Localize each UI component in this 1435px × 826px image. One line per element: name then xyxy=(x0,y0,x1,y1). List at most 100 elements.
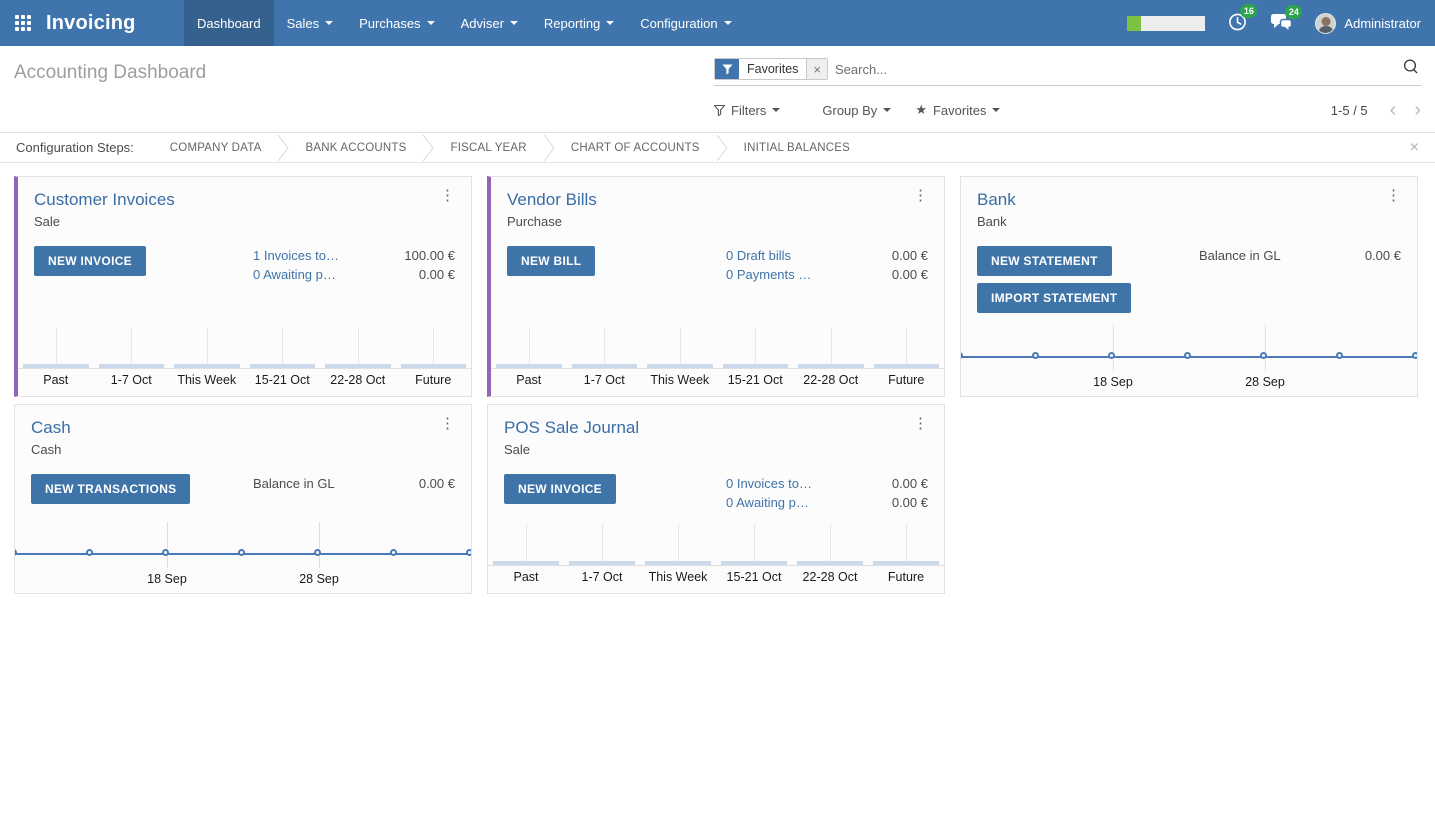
axis-label: This Week xyxy=(177,373,237,387)
new-transactions-button[interactable]: NEW TRANSACTIONS xyxy=(31,474,191,504)
info-row: 0 Draft bills 0.00 € xyxy=(726,246,928,265)
menu-purchases[interactable]: Purchases xyxy=(346,0,447,46)
line-chart: 18 Sep 28 Sep xyxy=(15,522,471,593)
facet-label: Favorites xyxy=(747,62,799,76)
bar-chart: Past 1-7 Oct This Week 15-21 Oct 22-28 O… xyxy=(18,327,471,396)
axis-label: 28 Sep xyxy=(299,572,339,586)
bar-plot xyxy=(488,524,944,566)
favorites-button[interactable]: ★ Favorites xyxy=(915,102,1001,118)
config-step-company-data[interactable]: COMPANY DATA xyxy=(169,141,262,154)
line-plot xyxy=(961,325,1417,371)
config-step-initial-balances[interactable]: INITIAL BALANCES xyxy=(743,141,850,154)
info-row: 0 Awaiting p… 0.00 € xyxy=(253,265,455,284)
pager: 1-5 / 5 ‹ › xyxy=(1331,100,1421,120)
chevron-right-icon xyxy=(277,134,290,162)
card-title[interactable]: POS Sale Journal xyxy=(504,418,640,437)
search-options-row: Filters Group By ★ Favorites 1-5 / 5 ‹ › xyxy=(714,100,1421,120)
bar-plot xyxy=(491,327,944,369)
apps-menu-icon[interactable] xyxy=(0,0,31,46)
invoices-to-validate-link[interactable]: 0 Invoices to… xyxy=(726,476,812,491)
card-menu-kebab-icon[interactable]: ⋮ xyxy=(913,187,928,204)
facet-remove-button[interactable]: × xyxy=(806,59,827,79)
axis-label: Past xyxy=(43,373,69,387)
card-info: Balance in GL 0.00 € xyxy=(1199,246,1401,265)
axis-label: 1-7 Oct xyxy=(583,373,625,387)
chevron-down-icon xyxy=(325,21,334,25)
x-axis-labels: 18 Sep 28 Sep xyxy=(961,371,1417,396)
search-icon[interactable] xyxy=(1400,58,1421,80)
invoices-to-validate-link[interactable]: 1 Invoices to… xyxy=(253,248,339,263)
new-bill-button[interactable]: NEW BILL xyxy=(507,246,596,276)
app-title: Invoicing xyxy=(46,11,136,34)
awaiting-payments-link[interactable]: 0 Awaiting p… xyxy=(726,495,809,510)
card-menu-kebab-icon[interactable]: ⋮ xyxy=(1386,187,1401,204)
config-step-fiscal-year[interactable]: FISCAL YEAR xyxy=(450,141,527,154)
axis-label: 18 Sep xyxy=(1093,375,1133,389)
activity-count-badge: 16 xyxy=(1240,4,1258,18)
chevron-down-icon xyxy=(992,108,1001,112)
search-bar: Favorites × xyxy=(714,58,1421,86)
amount-value: 0.00 € xyxy=(891,248,928,263)
chat-bubbles-icon xyxy=(1271,14,1293,30)
axis-label: 1-7 Oct xyxy=(110,373,152,387)
top-navbar: Invoicing Dashboard Sales Purchases Advi… xyxy=(0,0,1435,46)
pager-next-button[interactable]: › xyxy=(1414,99,1421,121)
search-panel: Favorites × Filters Group By xyxy=(714,58,1421,120)
chevron-down-icon xyxy=(426,21,435,25)
card-menu-kebab-icon[interactable]: ⋮ xyxy=(440,415,455,432)
info-row: Balance in GL 0.00 € xyxy=(253,474,455,493)
card-menu-kebab-icon[interactable]: ⋮ xyxy=(440,187,455,204)
card-bank: ⋮ Bank Bank NEW STATEMENT IMPORT STATEME… xyxy=(960,176,1418,397)
payments-link[interactable]: 0 Payments … xyxy=(726,267,812,282)
bar-chart: Past 1-7 Oct This Week 15-21 Oct 22-28 O… xyxy=(488,524,944,593)
card-vendor-bills: ⋮ Vendor Bills Purchase NEW BILL 0 Draft… xyxy=(487,176,945,397)
awaiting-payments-link[interactable]: 0 Awaiting p… xyxy=(253,267,336,282)
menu-sales[interactable]: Sales xyxy=(274,0,347,46)
amount-value: 0.00 € xyxy=(891,495,928,510)
pager-previous-button[interactable]: ‹ xyxy=(1389,99,1397,121)
menu-adviser[interactable]: Adviser xyxy=(448,0,531,46)
search-input[interactable] xyxy=(835,61,1400,77)
menu-reporting[interactable]: Reporting xyxy=(531,0,627,46)
config-steps-label: Configuration Steps: xyxy=(16,140,134,155)
x-axis-labels: Past 1-7 Oct This Week 15-21 Oct 22-28 O… xyxy=(488,566,944,593)
axis-label: 22-28 Oct xyxy=(802,570,858,584)
chevron-down-icon xyxy=(883,108,892,112)
card-subtitle: Purchase xyxy=(507,214,562,229)
axis-label: This Week xyxy=(650,373,710,387)
card-subtitle: Cash xyxy=(31,442,62,457)
filters-button[interactable]: Filters xyxy=(714,102,781,118)
group-by-button[interactable]: Group By xyxy=(804,102,892,118)
menu-label: Configuration xyxy=(640,15,718,31)
config-step-chart-of-accounts[interactable]: CHART OF ACCOUNTS xyxy=(570,141,700,154)
card-subtitle: Bank xyxy=(977,214,1007,229)
new-invoice-button[interactable]: NEW INVOICE xyxy=(504,474,616,504)
messages-menu-button[interactable]: 24 xyxy=(1270,5,1303,34)
import-statement-button[interactable]: IMPORT STATEMENT xyxy=(977,283,1132,313)
activity-menu-button[interactable]: 16 xyxy=(1227,4,1258,35)
chevron-right-icon xyxy=(543,134,555,162)
card-title[interactable]: Cash xyxy=(31,418,71,437)
new-invoice-button[interactable]: NEW INVOICE xyxy=(34,246,146,276)
user-menu-button[interactable]: Administrator xyxy=(1315,12,1421,34)
close-icon[interactable]: × xyxy=(1409,138,1419,156)
group-by-label: Group By xyxy=(822,102,878,118)
filters-label: Filters xyxy=(731,102,767,118)
message-count-badge: 24 xyxy=(1285,5,1303,19)
new-statement-button[interactable]: NEW STATEMENT xyxy=(977,246,1112,276)
filter-funnel-icon xyxy=(714,104,725,116)
draft-bills-link[interactable]: 0 Draft bills xyxy=(726,248,792,263)
amount-value: 100.00 € xyxy=(404,248,455,263)
axis-label: 15-21 Oct xyxy=(727,373,783,387)
card-customer-invoices: ⋮ Customer Invoices Sale NEW INVOICE 1 I… xyxy=(14,176,472,397)
amount-value: 0.00 € xyxy=(1364,248,1401,263)
card-menu-kebab-icon[interactable]: ⋮ xyxy=(913,415,928,432)
chevron-down-icon xyxy=(606,21,615,25)
card-title[interactable]: Bank xyxy=(977,190,1016,209)
amount-value: 0.00 € xyxy=(418,267,455,282)
card-title[interactable]: Customer Invoices xyxy=(34,190,175,209)
config-step-bank-accounts[interactable]: BANK ACCOUNTS xyxy=(305,141,407,154)
card-title[interactable]: Vendor Bills xyxy=(507,190,597,209)
menu-configuration[interactable]: Configuration xyxy=(627,0,744,46)
menu-dashboard[interactable]: Dashboard xyxy=(184,0,274,46)
